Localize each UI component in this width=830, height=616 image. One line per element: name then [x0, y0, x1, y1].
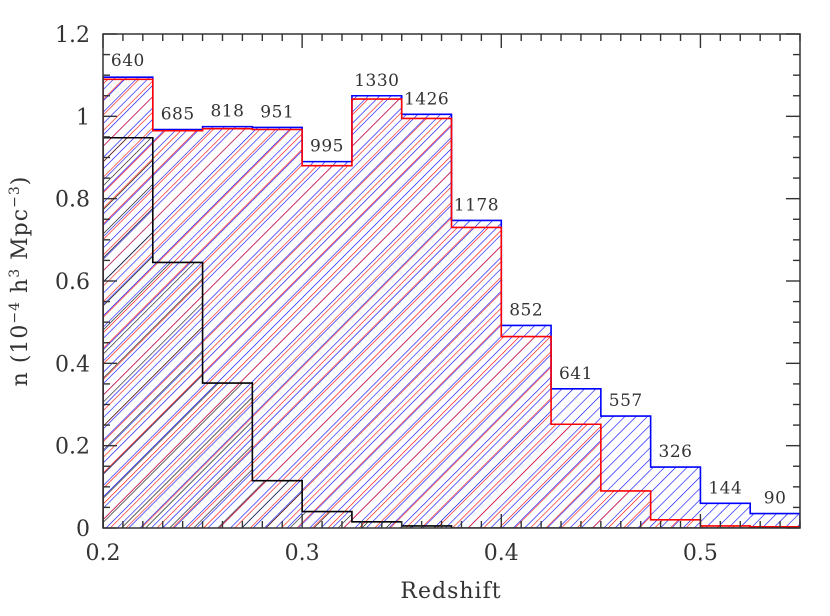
tick-labels: 0.2 0.3 0.4 0.500.20.40.60.811.2 [55, 23, 718, 566]
y-axis-label-part: ) [8, 176, 33, 186]
x-tick-label: 0.4 [484, 541, 519, 566]
histogram-outline [103, 136, 800, 528]
bin-count-label: 144 [708, 478, 742, 498]
bin-count-label: 640 [111, 51, 145, 71]
y-axis-label-superscript: −3 [7, 185, 23, 208]
histogram-bar [650, 467, 701, 528]
histogram-series [103, 76, 800, 528]
y-tick-label: 0.4 [55, 352, 90, 377]
histogram-bar [252, 480, 303, 528]
histogram-bar [750, 513, 800, 528]
histogram-bar [351, 521, 402, 528]
histogram-bar [302, 511, 352, 528]
histogram-bar [700, 525, 751, 528]
x-axis-label: Redshift [400, 579, 501, 604]
y-tick-label: 1 [76, 105, 90, 130]
histogram-bar [700, 503, 751, 528]
bin-count-label: 90 [764, 489, 787, 509]
series-3 [103, 136, 800, 528]
y-axis-label-part: n (10 [8, 324, 33, 387]
bin-count-label: 995 [310, 137, 344, 157]
y-axis-label-superscript: 3 [7, 268, 23, 278]
histogram-bar [103, 137, 153, 528]
bin-count-label: 685 [161, 105, 195, 125]
y-axis-label-superscript: −4 [7, 301, 23, 324]
bin-count-label: 326 [659, 442, 693, 462]
bin-count-label: 818 [210, 102, 244, 122]
histogram-bar [551, 424, 601, 528]
bin-count-label: 852 [509, 300, 543, 320]
y-tick-label: 1.2 [55, 23, 90, 48]
y-axis-label-part: h [8, 278, 33, 301]
bin-count-label: 1330 [354, 71, 399, 91]
y-tick-label: 0.8 [55, 188, 90, 213]
histogram-bar [650, 519, 701, 528]
histogram-bar [152, 262, 203, 528]
y-tick-label: 0 [76, 517, 90, 542]
plot-frame [102, 33, 801, 529]
x-tick-label: 0.3 [285, 541, 320, 566]
y-tick-label: 0.2 [55, 435, 90, 460]
bin-count-label: 1426 [404, 89, 449, 109]
histogram-bar [501, 336, 552, 528]
bin-count-label: 951 [260, 102, 294, 122]
histogram-bar [351, 99, 402, 528]
bin-count-label: 1178 [454, 195, 499, 215]
histogram-bar [202, 383, 253, 528]
y-tick-label: 0.6 [55, 270, 90, 295]
x-tick-label: 0.2 [86, 541, 121, 566]
bin-count-label: 557 [609, 391, 643, 411]
bin-count-label: 641 [559, 364, 593, 384]
histogram-bar [401, 525, 452, 528]
histogram-bar [252, 129, 303, 528]
histogram-bar [401, 118, 452, 528]
y-axis-label-part: Mpc [8, 208, 33, 268]
x-tick-label: 0.5 [683, 541, 718, 566]
axis-ticks [102, 33, 801, 529]
histogram-bar [600, 490, 651, 528]
histogram-bar [451, 227, 502, 528]
histogram-bar [302, 165, 352, 528]
y-axis-label: n (10−4 h3 Mpc−3) [7, 176, 33, 387]
